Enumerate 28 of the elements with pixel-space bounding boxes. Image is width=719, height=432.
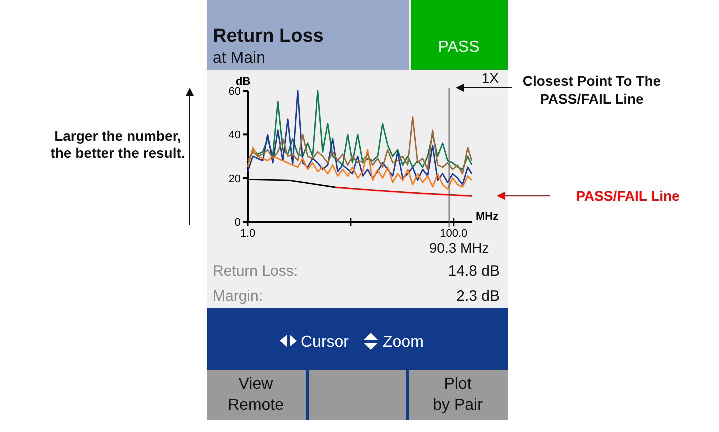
y-tick-label: 60 [228, 86, 241, 98]
text: Margin: [213, 288, 264, 305]
y-axis-title: dB [236, 76, 251, 88]
text: 1X [482, 70, 500, 86]
text: 2.3 dB [456, 288, 500, 305]
chart-title: Return Loss [213, 26, 324, 47]
line-series [247, 90, 473, 170]
x-tick-label: 100.0 [440, 228, 468, 240]
y-tick-label: 0 [234, 217, 241, 229]
text: Zoom [383, 334, 424, 351]
text: 14.8 dB [448, 263, 500, 280]
text: Closest Point To The PASS/FAIL Line [522, 73, 662, 107]
text: Larger the number, the better the result. [50, 128, 186, 161]
ref-line-label: 90.3 MHz [429, 240, 490, 256]
chart-subtitle: at Main [213, 50, 266, 67]
text: View Remote [228, 376, 284, 414]
y-tick-label: 40 [228, 130, 241, 142]
text: PASS [438, 39, 480, 56]
text: Return Loss: [213, 263, 298, 280]
y-tick-label: 20 [228, 173, 241, 186]
text: Plot by Pair [433, 376, 484, 414]
x-axis-title: MHz [476, 211, 500, 223]
x-tick-label: 1.0 [240, 228, 256, 240]
line-series [247, 147, 473, 190]
text: Cursor [301, 334, 350, 351]
line-series [247, 90, 473, 186]
text: PASS/FAIL Line [576, 188, 680, 204]
line-series [247, 116, 473, 175]
